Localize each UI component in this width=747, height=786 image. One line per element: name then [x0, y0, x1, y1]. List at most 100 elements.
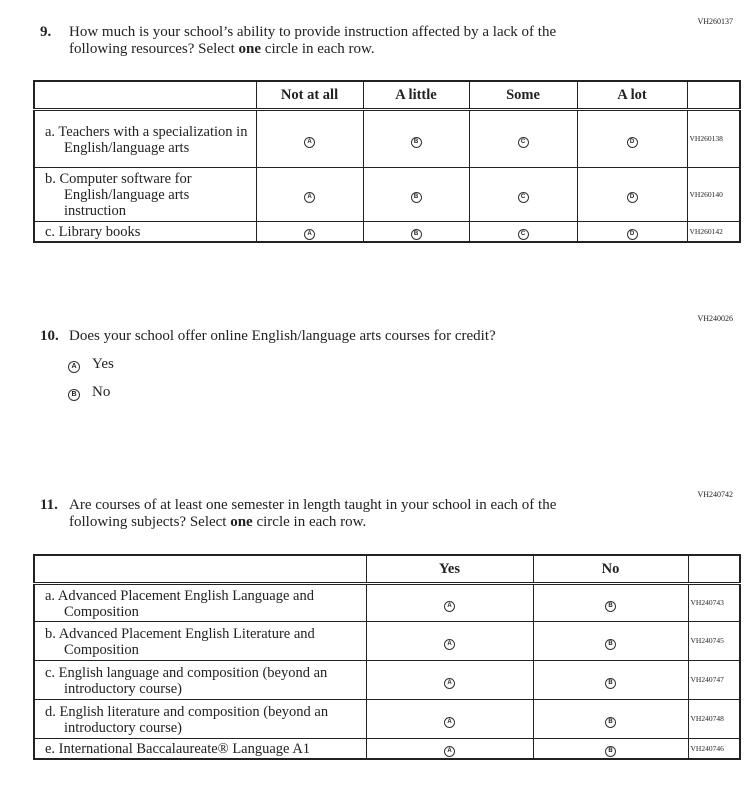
radio-bubble-icon[interactable]: A	[444, 600, 455, 612]
radio-bubble-icon[interactable]: B	[410, 229, 422, 240]
answer-cell[interactable]: D	[576, 221, 688, 243]
answer-cell[interactable]: A	[365, 583, 534, 622]
radio-bubble-icon[interactable]: C	[517, 192, 529, 203]
row-label: d. English literature and composition (b…	[33, 699, 367, 739]
radio-bubble-icon[interactable]: D	[626, 136, 638, 148]
column-header: Not at all	[255, 80, 364, 110]
answer-cell[interactable]: B	[532, 699, 689, 739]
header-blank	[33, 554, 367, 584]
row-label: e. International Baccalaureate® Language…	[33, 738, 367, 760]
radio-bubble-icon[interactable]: B	[605, 600, 616, 612]
row-label-text: b. Computer software for English/languag…	[45, 171, 192, 219]
radio-bubble-icon[interactable]: A	[304, 229, 315, 240]
option-yes[interactable]: A Yes	[68, 356, 114, 373]
question-number: 11.	[40, 497, 58, 513]
item-code: VH260138	[686, 109, 741, 168]
table-row: a. Advanced Placement English Language a…	[33, 583, 741, 622]
answer-cell[interactable]: D	[576, 167, 688, 222]
answer-cell[interactable]: B	[532, 660, 689, 700]
question-11-table: Yes No a. Advanced Placement English Langu…	[33, 554, 741, 760]
row-label-text: a. Advanced Placement English Language a…	[45, 587, 314, 620]
question-number: 9.	[40, 24, 52, 40]
answer-cell[interactable]: A	[255, 109, 364, 168]
table-row: d. English literature and composition (b…	[33, 699, 741, 739]
radio-bubble-icon[interactable]: B	[410, 192, 422, 203]
row-label: a. Teachers with a specialization in Eng…	[33, 109, 257, 168]
question-text: Are courses of at least one semester in …	[69, 497, 557, 513]
radio-bubble-icon[interactable]: B	[68, 389, 80, 401]
item-code: VH240746	[687, 738, 741, 760]
item-code: VH260137	[697, 17, 733, 26]
row-label-text: c. English language and composition (bey…	[45, 664, 328, 697]
row-label-text: b. Advanced Placement English Literature…	[45, 625, 315, 658]
radio-bubble-icon[interactable]: C	[517, 229, 529, 240]
item-code: VH240026	[697, 314, 733, 323]
option-label: Yes	[92, 356, 114, 372]
row-label: c. Library books	[33, 221, 257, 243]
radio-bubble-icon[interactable]: A	[68, 361, 80, 373]
answer-cell[interactable]: C	[468, 167, 578, 222]
radio-bubble-icon[interactable]: B	[605, 746, 616, 757]
answer-cell[interactable]: A	[255, 221, 364, 243]
answer-cell[interactable]: B	[362, 167, 470, 222]
radio-bubble-icon[interactable]: A	[444, 638, 455, 650]
table-row: e. International Baccalaureate® Language…	[33, 738, 741, 760]
question-text: Does your school offer online English/la…	[69, 328, 496, 344]
answer-cell[interactable]: B	[532, 738, 689, 760]
question-text: How much is your school’s ability to pro…	[69, 24, 557, 40]
answer-cell[interactable]: B	[532, 621, 689, 661]
header-blank	[687, 554, 741, 584]
option-label: No	[92, 384, 111, 400]
radio-bubble-icon[interactable]: B	[410, 136, 422, 148]
answer-cell[interactable]: C	[468, 221, 578, 243]
answer-cell[interactable]: A	[365, 699, 534, 739]
item-code: VH240743	[687, 583, 741, 622]
question-11: 11. Are courses of at least one semester …	[40, 497, 556, 531]
column-header: No	[532, 554, 689, 584]
radio-bubble-icon[interactable]: B	[605, 716, 616, 728]
answer-cell[interactable]: B	[532, 583, 689, 622]
column-header: A little	[362, 80, 470, 110]
column-header: Some	[468, 80, 578, 110]
answer-cell[interactable]: C	[468, 109, 578, 168]
radio-bubble-icon[interactable]: D	[626, 229, 638, 240]
question-emphasis: one	[230, 514, 253, 530]
row-label-text: a. Teachers with a specialization in Eng…	[45, 123, 248, 156]
radio-bubble-icon[interactable]: C	[517, 136, 529, 148]
radio-bubble-icon[interactable]: B	[605, 677, 616, 689]
question-text: circle in each row.	[261, 41, 375, 57]
row-label: b. Computer software for English/languag…	[33, 167, 257, 222]
answer-cell[interactable]: B	[362, 109, 470, 168]
question-text: circle in each row.	[252, 514, 367, 530]
option-no[interactable]: B No	[68, 384, 110, 401]
question-text: following resources? Select	[69, 41, 239, 57]
row-label: b. Advanced Placement English Literature…	[33, 621, 367, 661]
radio-bubble-icon[interactable]: A	[304, 136, 315, 148]
radio-bubble-icon[interactable]: B	[605, 638, 616, 650]
table-row: c. English language and composition (bey…	[33, 660, 741, 700]
answer-cell[interactable]: B	[362, 221, 470, 243]
question-number: 10.	[40, 328, 59, 344]
row-label-text: e. International Baccalaureate® Language…	[45, 741, 311, 757]
radio-bubble-icon[interactable]: A	[444, 746, 455, 757]
table-row: b. Advanced Placement English Literature…	[33, 621, 741, 661]
radio-bubble-icon[interactable]: D	[626, 192, 638, 203]
answer-cell[interactable]: A	[365, 738, 534, 760]
radio-bubble-icon[interactable]: A	[444, 677, 455, 689]
header-blank	[33, 80, 257, 110]
question-9: 9. How much is your school’s ability to p…	[40, 24, 556, 58]
item-code: VH260140	[686, 167, 741, 222]
column-header: Yes	[365, 554, 534, 584]
answer-cell[interactable]: A	[365, 660, 534, 700]
header-blank	[686, 80, 741, 110]
question-text: following subjects? Select	[69, 514, 231, 530]
radio-bubble-icon[interactable]: A	[444, 716, 455, 728]
answer-cell[interactable]: A	[255, 167, 364, 222]
answer-cell[interactable]: D	[576, 109, 688, 168]
radio-bubble-icon[interactable]: A	[304, 192, 315, 203]
table-row: b. Computer software for English/languag…	[33, 167, 741, 222]
row-label-text: c. Library books	[45, 224, 141, 240]
answer-cell[interactable]: A	[365, 621, 534, 661]
item-code: VH240748	[687, 699, 741, 739]
item-code: VH240747	[687, 660, 741, 700]
